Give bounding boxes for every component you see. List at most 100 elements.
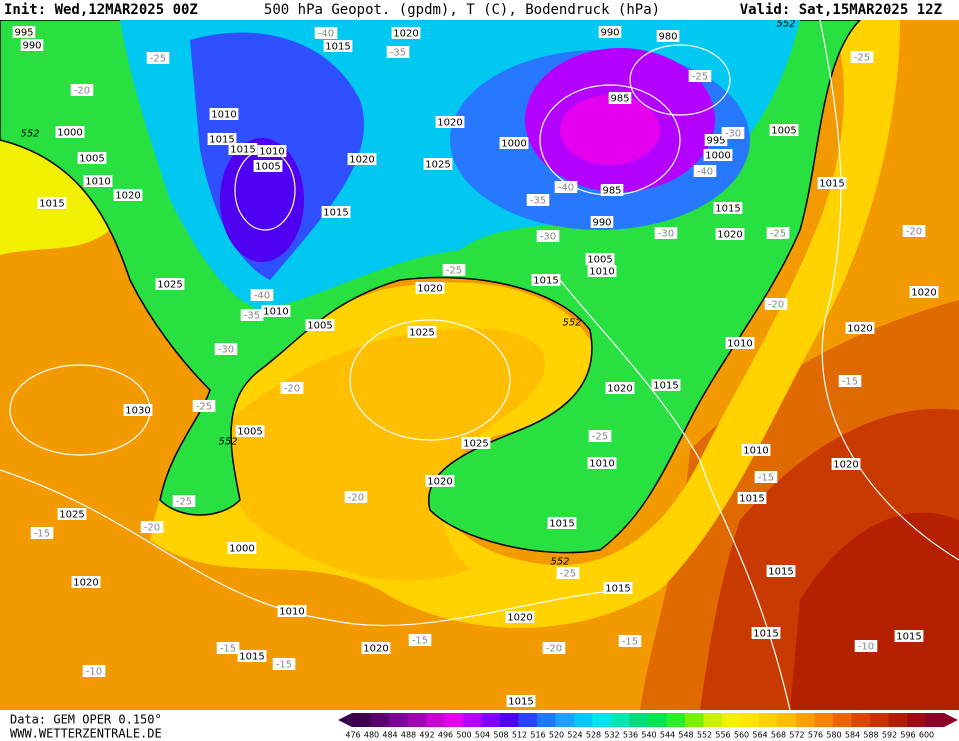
temperature-label: -15 — [412, 636, 428, 647]
scale-swatch — [574, 713, 593, 727]
isobar-label: 1015 — [896, 632, 921, 643]
isobar-label-box — [20, 39, 44, 51]
temperature-label-box — [314, 27, 338, 39]
temperature-label-box — [70, 84, 94, 96]
temperature-label: -30 — [725, 129, 741, 140]
map-labels: 995 990 1000 1005 1010 1020 1015 1015 1020 1010 10… — [12, 19, 939, 708]
temperature-label: -25 — [560, 569, 576, 580]
temperature-label-box — [536, 230, 560, 242]
scale-label: 572 — [789, 731, 804, 740]
scale-label: 520 — [549, 731, 564, 740]
isobar-label-box — [435, 116, 465, 128]
isobar-label: 1020 — [833, 460, 858, 471]
isobar-label-box — [703, 149, 733, 161]
temperature-label: -15 — [34, 529, 50, 540]
temperature-label: -30 — [218, 345, 234, 356]
scale-label: 556 — [715, 731, 730, 740]
scale-swatch — [796, 713, 815, 727]
isobar-label: 1020 — [349, 155, 374, 166]
isobar-label-box — [257, 145, 287, 157]
isobar-label-box — [77, 152, 107, 164]
temperature-label-box — [588, 430, 612, 442]
scale-swatch — [389, 713, 408, 727]
temperature-label: -30 — [540, 232, 556, 243]
temperature-label: -40 — [254, 291, 270, 302]
scale-swatch — [537, 713, 556, 727]
temperature-label: -20 — [906, 227, 922, 238]
scale-swatch — [352, 713, 371, 727]
temperature-label: -35 — [390, 48, 406, 59]
isobar-label-box — [741, 444, 771, 456]
scale-label: 536 — [623, 731, 638, 740]
isobar-label-box — [361, 642, 391, 654]
scale-swatch — [555, 713, 575, 727]
isobar-label-box — [713, 202, 743, 214]
isobar-label-box — [505, 611, 535, 623]
isobar-label: 1010 — [259, 147, 284, 158]
temperature-label: -35 — [530, 196, 546, 207]
isobar-label: 1020 — [73, 578, 98, 589]
scale-label: 588 — [863, 731, 878, 740]
isobar-label: 1020 — [115, 191, 140, 202]
isobar-label-box — [321, 206, 351, 218]
scale-label: 508 — [493, 731, 508, 740]
isobar-label-box — [831, 458, 861, 470]
isobar-label: 1020 — [417, 284, 442, 295]
scale-arrow-right — [944, 713, 958, 727]
geopotential-label: 552 — [776, 19, 795, 30]
scale-label: 484 — [382, 731, 397, 740]
temperature-label: -40 — [558, 183, 574, 194]
isobar-label-box — [587, 265, 617, 277]
field-deep-red — [790, 512, 959, 710]
isobar-label-box — [461, 437, 491, 449]
isobar-label-box — [425, 475, 455, 487]
temperature-label: -25 — [854, 53, 870, 64]
temperature-label: -25 — [150, 54, 166, 65]
isobar-label: 1015 — [753, 629, 778, 640]
isobar-label: 1010 — [727, 339, 752, 350]
isobar-label-box — [585, 253, 615, 265]
isobar-label: 1000 — [501, 139, 526, 150]
scale-swatch — [925, 713, 945, 727]
scale-swatch — [407, 713, 427, 727]
scale-swatch — [703, 713, 723, 727]
isobar-label: 1020 — [911, 288, 936, 299]
isobar-label: 1005 — [771, 126, 796, 137]
isobar-label-box — [57, 508, 87, 520]
temperature-label: -10 — [86, 667, 102, 678]
geopotential-label: 552 — [218, 437, 237, 448]
isobar-label: 1025 — [425, 160, 450, 171]
scale-label: 476 — [345, 731, 360, 740]
isobar-label: 995 — [706, 136, 725, 147]
isobar-label: 995 — [14, 28, 33, 39]
temperature-label-box — [216, 642, 240, 654]
isobar-label: 990 — [592, 218, 611, 229]
scale-swatch — [611, 713, 630, 727]
isobar-label: 1015 — [325, 42, 350, 53]
temperature-label: -25 — [770, 229, 786, 240]
isobar-label-box — [235, 425, 265, 437]
isobar-label-box — [608, 92, 632, 104]
scale-swatch — [777, 713, 797, 727]
header-bar — [0, 0, 959, 20]
temperature-label: -25 — [176, 497, 192, 508]
temperature-label: -15 — [220, 644, 236, 655]
isobar-label-box — [277, 605, 307, 617]
isobar-label: 1005 — [255, 162, 280, 173]
isobar-label-box — [587, 457, 617, 469]
isobar-label-box — [769, 124, 799, 136]
isobar-label: 1020 — [427, 477, 452, 488]
isobar-label-box — [55, 126, 85, 138]
isobar-label: 1020 — [363, 644, 388, 655]
scale-swatch — [722, 713, 741, 727]
temperature-label: -40 — [697, 167, 713, 178]
isobar-label: 1015 — [39, 199, 64, 210]
isobar-label-box — [71, 576, 101, 588]
geopotential-label: 552 — [550, 557, 569, 568]
temperature-label-box — [172, 495, 196, 507]
isobar-label: 1010 — [211, 110, 236, 121]
scale-swatch — [759, 713, 778, 727]
temperature-label: -25 — [592, 432, 608, 443]
isobar-label-box — [227, 542, 257, 554]
